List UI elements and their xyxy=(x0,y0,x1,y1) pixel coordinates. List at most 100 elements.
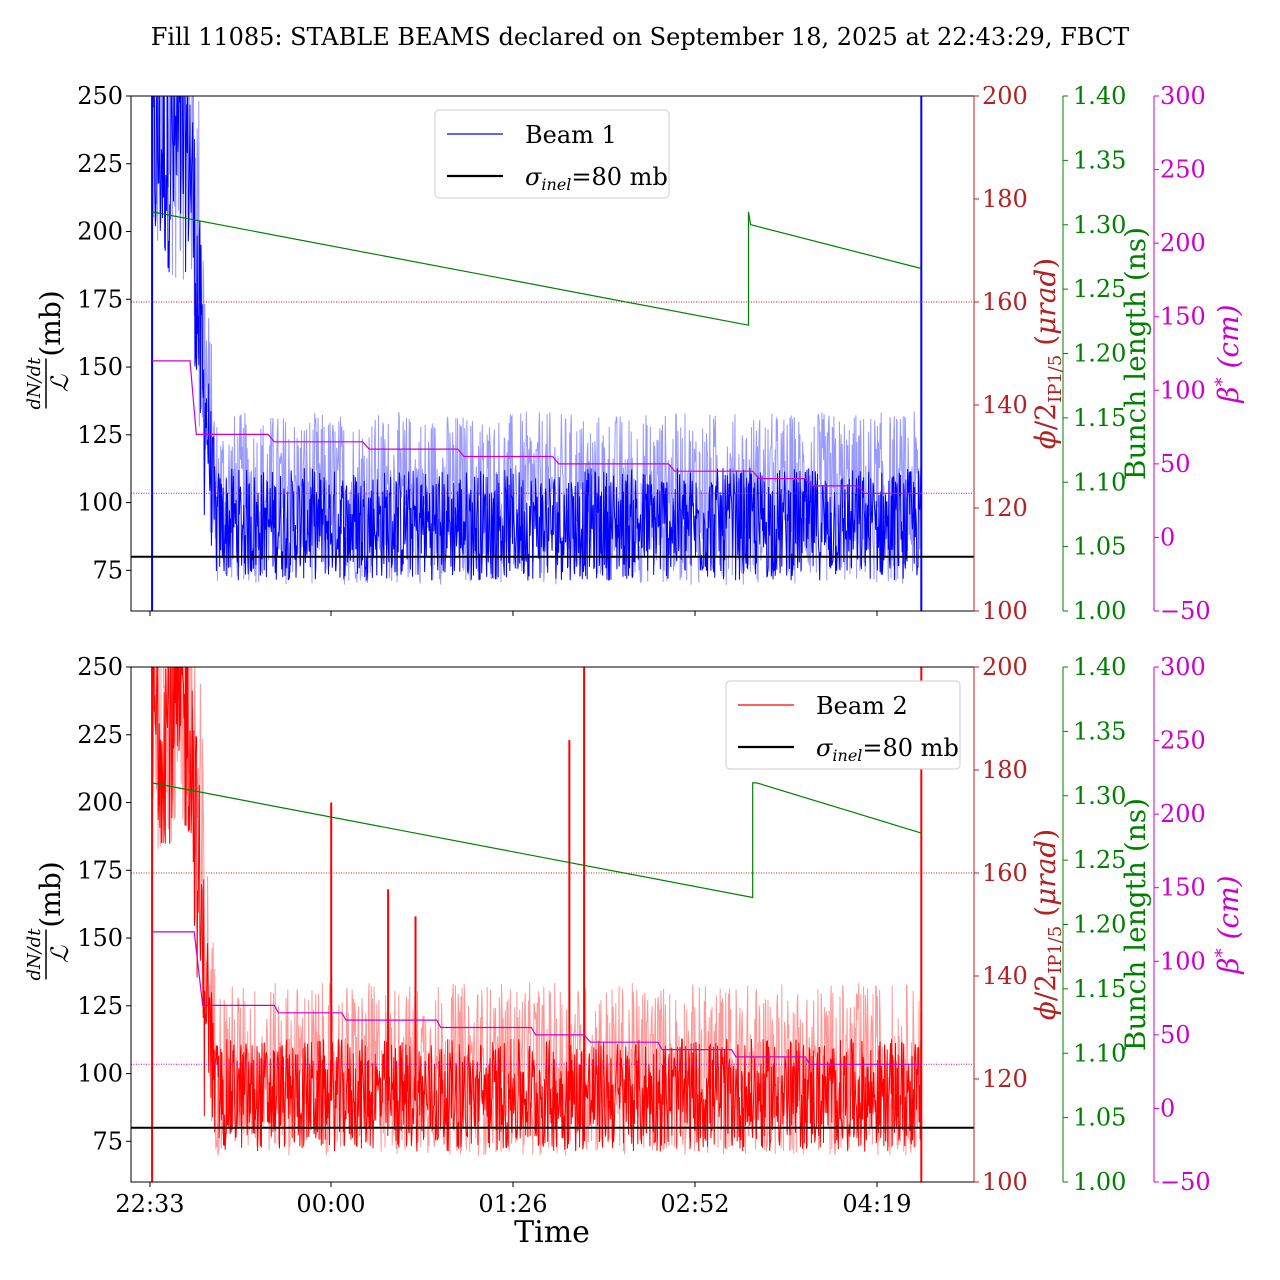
y-right3-label: β* (cm) xyxy=(1212,304,1245,403)
y-right2-tick-label: 1.00 xyxy=(1073,1168,1126,1196)
y-right1-tick-label: 120 xyxy=(982,494,1028,522)
x-tick-label: 04:19 xyxy=(842,1190,911,1218)
y-right3-tick-label: 50 xyxy=(1160,1021,1191,1049)
y-right3-tick-label: −50 xyxy=(1160,1168,1211,1196)
y-left-tick-label: 75 xyxy=(92,556,123,584)
svg-text:ϕ/2IP1/5 (μrad): ϕ/2IP1/5 (μrad) xyxy=(1029,829,1066,1021)
svg-text:β* (cm): β* (cm) xyxy=(1212,875,1245,974)
y-left-tick-label: 200 xyxy=(77,218,123,246)
y-right2-tick-label: 1.30 xyxy=(1073,782,1126,810)
y-right2-tick-label: 1.40 xyxy=(1073,653,1126,681)
x-tick-label: 02:52 xyxy=(660,1190,729,1218)
y-right1-tick-label: 100 xyxy=(982,597,1028,625)
panel-bottom: 75 100 125 150 175 200 225 250 dN/dt ℒ (mb) 100 120 1… xyxy=(24,653,1245,1250)
y-left-tick-label: 175 xyxy=(77,285,123,313)
y-left-tick-label: 75 xyxy=(92,1127,123,1155)
y-right1-tick-label: 140 xyxy=(982,962,1028,990)
bunch-length-line xyxy=(151,211,922,326)
y-left-label-unit: (mb) xyxy=(34,861,67,927)
y-right3-tick-label: 50 xyxy=(1160,450,1191,478)
y-right2-tick-label: 1.15 xyxy=(1073,975,1126,1003)
y-right1-tick-label: 200 xyxy=(982,653,1028,681)
y-left-tick-label: 125 xyxy=(77,421,123,449)
beta-star-line xyxy=(152,360,922,494)
y-right3-tick-label: 150 xyxy=(1160,303,1206,331)
x-tick-label: 22:33 xyxy=(115,1190,184,1218)
y-left-label-denominator: ℒ xyxy=(46,374,74,392)
y-right1-tick-label: 200 xyxy=(982,82,1028,110)
y-right2-tick-label: 1.15 xyxy=(1073,404,1126,432)
y-right2-tick-label: 1.25 xyxy=(1073,846,1126,874)
y-right3-tick-label: 100 xyxy=(1160,947,1206,975)
bunch-length-line xyxy=(151,782,922,899)
beta-star-line xyxy=(152,931,922,1065)
y-left-label: dN/dt ℒ (mb) xyxy=(24,861,74,980)
svg-text:ϕ/2IP1/5 (μrad): ϕ/2IP1/5 (μrad) xyxy=(1029,258,1066,450)
y-right2-tick-label: 1.10 xyxy=(1073,468,1126,496)
y-left-tick-label: 100 xyxy=(77,489,123,517)
y-left-label: dN/dt ℒ (mb) xyxy=(24,290,74,409)
y-right3-tick-label: 100 xyxy=(1160,376,1206,404)
y-right2-tick-label: 1.30 xyxy=(1073,211,1126,239)
svg-text:β* (cm): β* (cm) xyxy=(1212,304,1245,403)
y-right3-label: β* (cm) xyxy=(1212,875,1245,974)
beam-series-line xyxy=(151,667,922,1152)
y-right2-tick-label: 1.05 xyxy=(1073,533,1126,561)
y-right2-tick-label: 1.20 xyxy=(1073,340,1126,368)
y-right1-label: ϕ/2IP1/5 (μrad) xyxy=(1029,258,1066,450)
y-right2-label-text: Bunch length (ns) xyxy=(1119,227,1152,480)
y-right1-tick-label: 100 xyxy=(982,1168,1028,1196)
y-right2-tick-label: 1.40 xyxy=(1073,82,1126,110)
y-left-tick-label: 175 xyxy=(77,856,123,884)
y-left-tick-label: 225 xyxy=(77,721,123,749)
y-right3-tick-label: 200 xyxy=(1160,800,1206,828)
y-right1-tick-label: 120 xyxy=(982,1065,1028,1093)
y-right3-tick-label: −50 xyxy=(1160,597,1211,625)
x-tick-label: 01:26 xyxy=(478,1190,547,1218)
y-right2-label: Bunch length (ns) xyxy=(1119,227,1152,480)
y-right2-tick-label: 1.20 xyxy=(1073,911,1126,939)
beam-series-line xyxy=(151,96,922,581)
chart-title: Fill 11085: STABLE BEAMS declared on Sep… xyxy=(151,23,1129,51)
legend-label: Beam 2 xyxy=(816,692,908,720)
plot-area xyxy=(131,667,974,1182)
y-right3-tick-label: 0 xyxy=(1160,1094,1175,1122)
y-right2-tick-label: 1.25 xyxy=(1073,275,1126,303)
y-right2-tick-label: 1.35 xyxy=(1073,146,1126,174)
plot-area xyxy=(131,96,974,611)
legend: Beam 1 σinel=80 mb xyxy=(434,109,670,199)
panel-top: 75 100 125 150 175 200 225 250 dN/dt ℒ (mb) 100 120 1… xyxy=(24,82,1245,625)
legend-label: Beam 1 xyxy=(525,121,617,149)
beam-series-light xyxy=(152,667,922,1156)
y-right2-tick-label: 1.05 xyxy=(1073,1104,1126,1132)
y-right3-tick-label: 300 xyxy=(1160,82,1206,110)
y-right3-tick-label: 0 xyxy=(1160,523,1175,551)
y-left-tick-label: 250 xyxy=(77,653,123,681)
y-left-tick-label: 225 xyxy=(77,150,123,178)
y-left-label-unit: (mb) xyxy=(34,290,67,356)
y-right1-label: ϕ/2IP1/5 (μrad) xyxy=(1029,829,1066,1021)
y-right2-label-text: Bunch length (ns) xyxy=(1119,798,1152,1051)
y-right1-tick-label: 140 xyxy=(982,391,1028,419)
y-right2-tick-label: 1.10 xyxy=(1073,1039,1126,1067)
y-right2-tick-label: 1.00 xyxy=(1073,597,1126,625)
y-left-tick-label: 150 xyxy=(77,353,123,381)
y-right3-tick-label: 200 xyxy=(1160,229,1206,257)
y-left-label-numerator: dN/dt xyxy=(24,928,45,981)
y-right1-tick-label: 160 xyxy=(982,859,1028,887)
y-left-tick-label: 100 xyxy=(77,1060,123,1088)
y-left-tick-label: 250 xyxy=(77,82,123,110)
y-right3-tick-label: 250 xyxy=(1160,156,1206,184)
x-tick-label: 00:00 xyxy=(296,1190,365,1218)
y-right3-tick-label: 250 xyxy=(1160,727,1206,755)
y-left-label-numerator: dN/dt xyxy=(24,357,45,410)
y-right1-tick-label: 180 xyxy=(982,185,1028,213)
legend: Beam 2 σinel=80 mb xyxy=(725,680,961,770)
y-left-tick-label: 125 xyxy=(77,992,123,1020)
y-right2-tick-label: 1.35 xyxy=(1073,717,1126,745)
y-right1-tick-label: 180 xyxy=(982,756,1028,784)
x-axis-label: Time xyxy=(514,1215,590,1250)
y-right2-label: Bunch length (ns) xyxy=(1119,798,1152,1051)
y-right3-tick-label: 150 xyxy=(1160,874,1206,902)
